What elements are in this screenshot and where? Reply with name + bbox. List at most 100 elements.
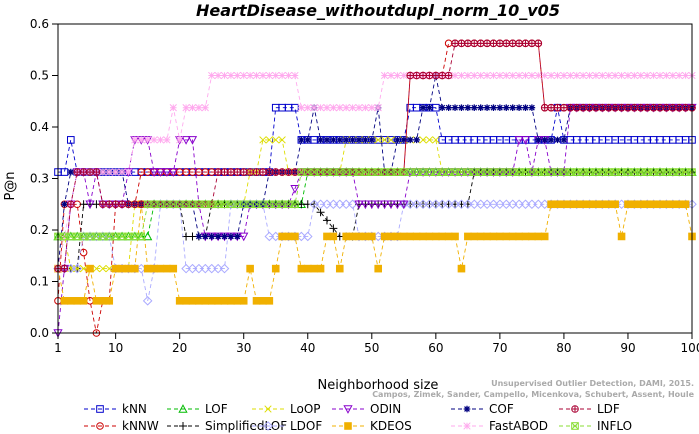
point-ldf [508,39,517,48]
point-ldf [668,103,677,112]
point-kdeos [432,232,440,241]
point-kdeos [143,264,152,273]
point-ldf [406,71,415,80]
point-cof [355,136,363,144]
point-fastabod [252,71,261,80]
point-odin [187,136,198,145]
point-ldof [315,199,326,210]
point-odin [149,168,159,177]
point-fastabod [585,71,594,80]
point-ldf [252,168,261,176]
legend-label-cof: COF [489,402,514,416]
point-kdeos [400,232,408,241]
legend-marker-lof [178,404,188,413]
point-ldf [585,103,594,112]
point-cof [195,233,203,240]
point-kdeos [297,264,306,273]
point-odin [386,200,396,210]
point-ldof [347,199,358,210]
point-ldof [495,199,505,210]
point-kdeos [239,297,248,305]
point-loop [105,264,113,273]
point-fastabod [624,71,632,80]
point-fastabod [246,71,254,80]
point-kdeos [265,297,274,305]
point-ldf [259,168,267,176]
point-ldof [488,199,499,210]
point-kdeos [464,232,472,241]
point-kdeos [656,200,664,209]
point-ldf [278,168,286,176]
point-cof [201,233,209,240]
point-odin [360,200,371,210]
point-kdeos [483,232,491,241]
point-inflo [175,200,184,209]
point-fastabod [489,71,498,80]
point-kdeos [291,232,299,241]
point-fastabod [592,71,600,80]
x-tick-label: 50 [364,341,379,355]
point-loop [272,136,280,144]
point-ldf [457,39,466,48]
legend-item-inflo: INFLO [559,419,632,433]
legend-label-kdeos: KDEOS [370,419,412,433]
point-fastabod [329,104,338,112]
point-kdeos [271,264,280,273]
point-cof [528,104,536,111]
point-ldf [604,103,613,112]
point-cof [419,104,427,111]
point-ldf [489,39,498,48]
point-kdeos [604,200,613,209]
legend-label-odin: ODIN [370,402,401,416]
point-fastabod [541,71,549,80]
point-kdeos [163,264,171,273]
point-ldf [438,71,447,80]
point-ldf [572,103,581,112]
point-ldof [424,199,435,210]
point-lof [143,231,153,241]
point-fastabod [240,71,248,80]
point-ldof [206,263,217,274]
point-fastabod [259,71,267,80]
point-fastabod [457,71,466,80]
point-fastabod [662,71,671,80]
point-fastabod [156,136,165,144]
point-fastabod [643,71,651,80]
point-odin [379,200,390,210]
point-cof [547,136,555,144]
point-fastabod [169,104,177,112]
point-ldf [99,200,107,209]
point-kdeos [624,200,632,209]
point-loop [265,136,273,144]
point-odin [392,200,403,210]
x-axis-label: Neighborhood size [318,378,439,393]
point-fastabod [380,71,389,80]
x-tick-label: 30 [236,341,251,355]
point-kdeos [182,297,190,305]
legend-label-knnw: kNNW [122,419,159,433]
point-ldf [246,168,254,176]
point-ldf [579,103,587,112]
point-ldof [431,199,441,210]
point-kdeos [361,232,370,241]
point-ldof [194,263,204,274]
legend-marker-fastabod [463,422,471,430]
point-ldof [437,199,448,210]
point-ldof [213,263,223,274]
point-kdeos [207,297,216,305]
point-ldof [309,199,319,210]
point-cof [208,233,215,240]
point-kdeos [73,297,82,305]
point-fastabod [675,71,683,80]
point-kdeos [457,264,466,273]
point-ldf [118,200,126,209]
legend-marker-cof [463,405,471,413]
point-odin [155,168,166,177]
point-kdeos [444,232,453,241]
series-line-knnw [57,42,692,334]
credit-line-1: Unsupervised Outlier Detection, DAMI, 20… [491,379,694,388]
point-odin [168,168,178,177]
x-tick-label: 1 [54,341,62,355]
point-kdeos [681,200,690,209]
point-kdeos [278,232,286,241]
